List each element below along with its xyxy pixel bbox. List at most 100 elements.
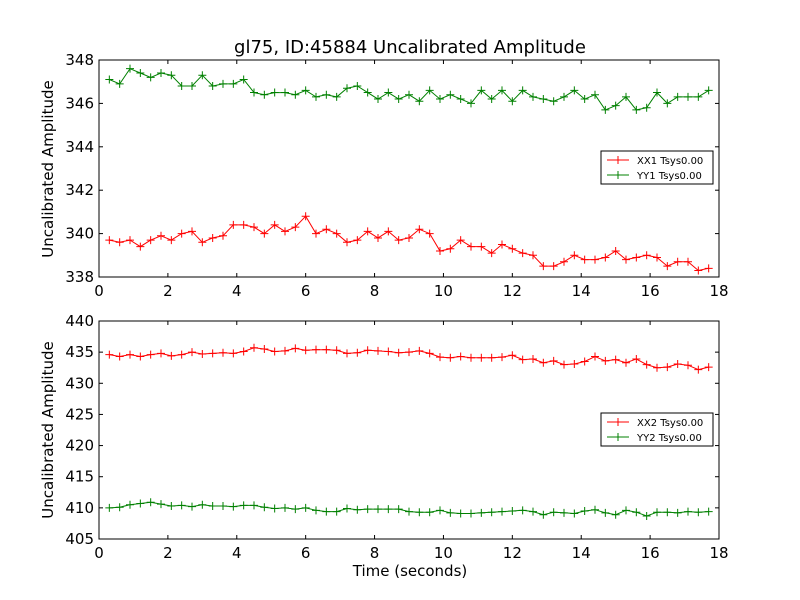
bottom-series-2-point [622,506,630,515]
top-series-2-point [653,88,661,97]
bottom-series-2-point [353,505,362,514]
top-y-tick-label: 344 [65,138,94,156]
top-x-tick-label: 18 [709,282,728,300]
bottom-series-1-point [270,347,279,356]
top-series-2-point [384,88,393,97]
top-series-2-point [343,84,351,93]
bottom-plot-area: 0 2 4 6 8 10 12 14 16 18 405 410 415 420 425 430 435 440 X… [65,312,728,562]
top-y-axis-label: Uncalibrated Amplitude [39,80,57,257]
bottom-series-1-point [126,350,134,359]
top-series-1-point [188,227,196,236]
top-series-2-point [570,86,579,95]
top-series-1-point [704,264,713,273]
bottom-legend-marker-2 [614,433,622,441]
bottom-series-1-point [260,345,269,354]
top-series-1-point [653,253,661,262]
top-series-2-point [146,73,155,82]
bottom-legend-marker-1 [614,418,622,426]
top-series-2-point [219,79,227,88]
top-axes-frame [98,59,720,278]
top-series-1-point [219,231,227,240]
bottom-series-2-point [549,508,558,517]
bottom-series-1-point [281,346,289,355]
bottom-series-2-point [477,508,486,517]
bottom-y-tick-label: 420 [65,437,94,455]
chart-title: gl75, ID:45884 Uncalibrated Amplitude [234,37,586,58]
bottom-series-2-point [611,510,620,519]
bottom-series-1-point [219,348,227,357]
bottom-series-1-point [498,353,506,362]
top-series-1-point [694,266,703,275]
bottom-series-1-point [467,353,475,362]
bottom-y-tick-label: 405 [65,530,94,548]
bottom-series-2-point [239,501,248,510]
bottom-series-2-point [684,507,692,516]
top-series-2-point [229,79,238,88]
bottom-y-tick-label: 435 [65,343,94,361]
top-series-2-point [198,71,207,80]
bottom-series-1-point [105,350,114,359]
bottom-x-tick-label: 14 [572,544,591,562]
top-series-1-point [260,229,269,238]
top-series-1-point [549,262,558,271]
bottom-series-1-point [622,358,630,367]
bottom-series-1-point [436,353,444,362]
top-series-1-point [343,238,351,247]
bottom-x-tick-label: 16 [641,544,660,562]
top-y-tick-label: 340 [65,225,94,243]
top-x-tick-label: 2 [163,282,173,300]
bottom-series-2-point [601,508,610,517]
top-series-2-point [498,86,506,95]
top-series-1-point [115,238,124,247]
bottom-x-tick-label: 12 [503,544,522,562]
top-legend: XX1 Tsys0.00 YY1 Tsys0.00 [600,150,714,185]
top-series-1-point [384,227,393,236]
bottom-series-1-point [508,351,517,360]
top-series-2-point [467,99,475,108]
top-series-2-point [312,92,320,101]
top-series-2-point [291,90,300,99]
bottom-series-1-point [343,349,351,358]
top-series-2-point [663,99,672,108]
bottom-series-1-point [167,351,176,360]
top-series-2-point [167,71,176,80]
bottom-x-tick-label: 8 [370,544,380,562]
top-series-2-point [425,86,434,95]
top-legend-box [600,150,714,185]
bottom-x-tick-label: 6 [301,544,311,562]
top-series-1-point [374,233,382,242]
bottom-series-2-point [250,501,258,510]
bottom-x-tick-label: 4 [232,544,242,562]
bottom-series-2-point [694,508,703,517]
bottom-series-2-point [632,508,641,517]
top-series-2-point [415,97,424,106]
bottom-series-1-point [188,348,196,357]
top-series-2-point [374,95,382,104]
bottom-series-1-point [415,346,424,355]
bottom-series-1-point [642,360,651,369]
bottom-x-tick-label: 18 [709,544,728,562]
bottom-legend-box [600,412,714,447]
bottom-series-1-point [239,347,248,356]
bottom-series-1-point [250,343,258,352]
top-series-2-point [446,90,455,99]
bottom-series-2-point [653,508,661,517]
bottom-series-2-point [580,506,589,515]
top-series-2-point [177,82,186,91]
bottom-series-2-point [508,506,517,515]
bottom-series-1-point [146,350,155,359]
top-x-tick-label: 10 [434,282,453,300]
top-series-2-point [188,82,196,91]
bottom-series-1-point [518,355,527,364]
bottom-y-axis-label: Uncalibrated Amplitude [39,341,57,518]
bottom-series-1-point [229,349,238,358]
bottom-series-1-point [384,347,393,356]
bottom-series-2-point [188,502,196,511]
top-series-2-point [281,88,289,97]
bottom-series-2-point [560,508,568,517]
bottom-series-2-point [146,498,155,507]
bottom-series-1-point [405,348,413,357]
bottom-x-tick-label: 0 [94,544,104,562]
bottom-series-1-point [653,363,661,372]
